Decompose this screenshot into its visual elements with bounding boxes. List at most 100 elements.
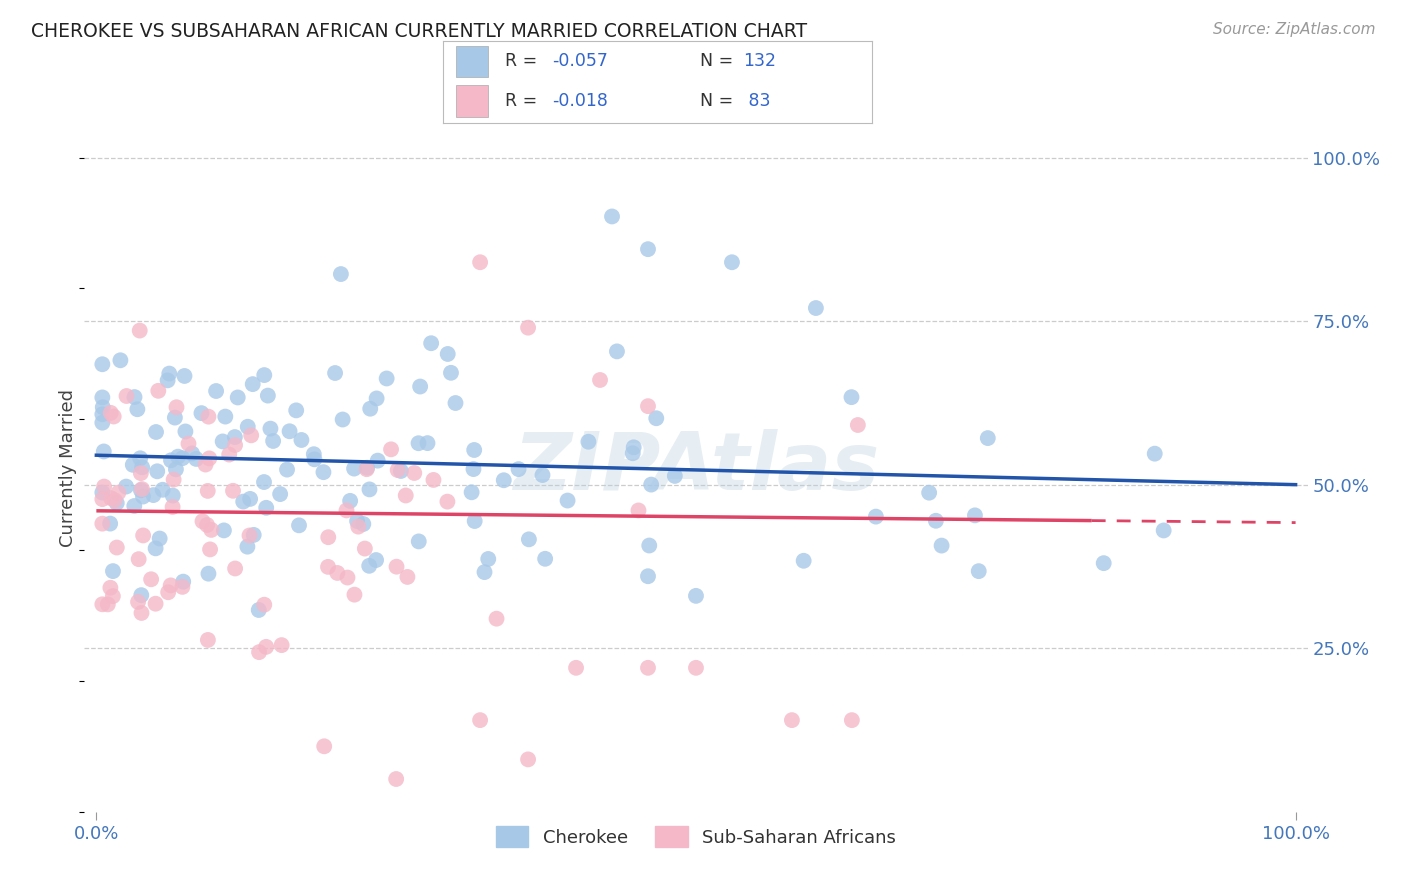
Point bbox=[152, 483, 174, 497]
Point bbox=[312, 465, 335, 479]
Point bbox=[162, 500, 184, 514]
Point bbox=[253, 368, 276, 382]
Point bbox=[224, 430, 246, 444]
Point bbox=[127, 402, 149, 417]
Point bbox=[841, 713, 863, 727]
Point bbox=[517, 533, 540, 547]
Point bbox=[115, 389, 138, 403]
Point bbox=[91, 407, 114, 421]
Point bbox=[408, 436, 430, 450]
Point bbox=[304, 452, 326, 467]
Point bbox=[131, 606, 153, 620]
Point bbox=[97, 598, 120, 612]
Point bbox=[925, 514, 948, 528]
Point bbox=[129, 483, 152, 498]
Point bbox=[621, 446, 644, 460]
Point bbox=[101, 589, 124, 603]
Point bbox=[211, 434, 233, 449]
Point bbox=[205, 384, 228, 398]
Point bbox=[98, 516, 121, 531]
Point bbox=[576, 434, 599, 449]
Point bbox=[967, 564, 990, 578]
Point bbox=[623, 440, 645, 454]
Text: -0.018: -0.018 bbox=[553, 92, 609, 110]
Point bbox=[195, 517, 218, 532]
Point bbox=[236, 419, 259, 434]
Point bbox=[101, 564, 124, 578]
Point bbox=[236, 540, 259, 554]
Point bbox=[142, 488, 165, 502]
Point bbox=[640, 477, 662, 491]
Point bbox=[115, 479, 138, 493]
Point bbox=[352, 516, 374, 531]
Point bbox=[278, 424, 301, 438]
Point bbox=[165, 462, 187, 476]
Point bbox=[91, 492, 114, 507]
Text: N =: N = bbox=[700, 92, 740, 110]
Point bbox=[302, 447, 325, 461]
Point bbox=[257, 388, 280, 402]
Point bbox=[131, 588, 153, 602]
Point bbox=[105, 496, 128, 510]
Point bbox=[534, 551, 557, 566]
Text: 83: 83 bbox=[742, 92, 770, 110]
Point bbox=[145, 425, 167, 439]
Point bbox=[100, 581, 122, 595]
Point bbox=[172, 451, 194, 466]
Point bbox=[269, 487, 291, 501]
Point bbox=[222, 483, 245, 498]
Point bbox=[247, 645, 270, 659]
Point bbox=[780, 713, 803, 727]
Point bbox=[242, 528, 264, 542]
Point bbox=[359, 483, 381, 497]
Point bbox=[157, 367, 180, 381]
Point bbox=[931, 539, 953, 553]
Point bbox=[517, 320, 540, 334]
Point bbox=[91, 516, 114, 531]
Point bbox=[1092, 556, 1115, 570]
Point bbox=[242, 377, 264, 392]
Point bbox=[259, 422, 281, 436]
Point bbox=[194, 458, 217, 472]
Point bbox=[589, 373, 612, 387]
Text: R =: R = bbox=[505, 92, 543, 110]
Point bbox=[156, 373, 179, 387]
Text: 132: 132 bbox=[742, 52, 776, 70]
Point bbox=[638, 539, 661, 553]
Point bbox=[128, 324, 150, 338]
Point bbox=[124, 390, 146, 404]
Point bbox=[316, 560, 339, 574]
Point bbox=[637, 399, 659, 413]
Point bbox=[131, 460, 153, 475]
Point bbox=[685, 589, 707, 603]
Point bbox=[162, 473, 184, 487]
Text: Source: ZipAtlas.com: Source: ZipAtlas.com bbox=[1212, 22, 1375, 37]
Text: -0.057: -0.057 bbox=[553, 52, 609, 70]
Point bbox=[389, 464, 412, 478]
Point bbox=[385, 559, 408, 574]
Point bbox=[793, 554, 815, 568]
Point bbox=[100, 406, 122, 420]
Point bbox=[316, 530, 339, 544]
Point bbox=[463, 462, 485, 476]
Point bbox=[197, 409, 219, 424]
Point bbox=[396, 570, 419, 584]
Point bbox=[232, 494, 254, 508]
Point bbox=[214, 409, 236, 424]
Point bbox=[865, 509, 887, 524]
Point bbox=[326, 566, 349, 580]
Point bbox=[197, 483, 219, 498]
Point bbox=[104, 493, 127, 508]
Point bbox=[468, 713, 491, 727]
Point bbox=[105, 541, 128, 555]
Point bbox=[128, 552, 150, 566]
Point bbox=[240, 428, 263, 442]
Point bbox=[224, 438, 246, 452]
Point bbox=[148, 384, 170, 398]
Point bbox=[404, 466, 426, 480]
Point bbox=[336, 570, 359, 584]
Point bbox=[440, 366, 463, 380]
Point bbox=[253, 475, 276, 489]
Point bbox=[247, 603, 270, 617]
Point bbox=[557, 493, 579, 508]
